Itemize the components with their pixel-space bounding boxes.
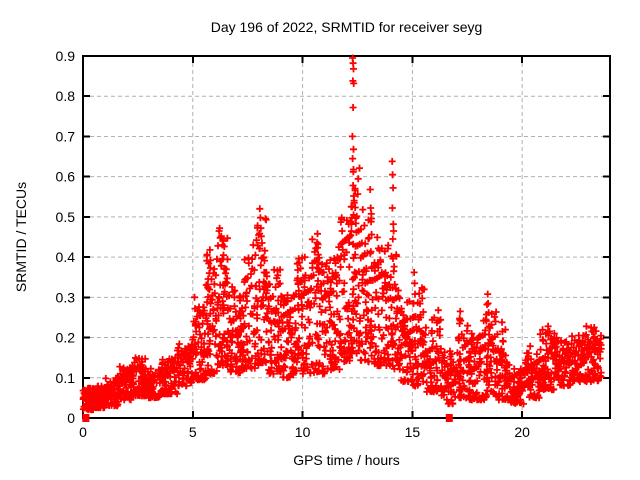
y-axis-title: SRMTID / TECUs	[13, 181, 29, 293]
y-tick-label: 0.7	[56, 128, 76, 144]
x-tick-label: 5	[189, 424, 197, 440]
y-tick-label: 0.4	[56, 249, 76, 265]
y-tick-label: 0	[67, 410, 75, 426]
zero-value-marker	[445, 414, 453, 422]
x-tick-label: 15	[405, 424, 421, 440]
y-tick-label: 0.2	[56, 330, 76, 346]
zero-value-marker	[82, 414, 90, 422]
y-tick-label: 0.1	[56, 370, 76, 386]
y-tick-label: 0.8	[56, 88, 76, 104]
plot-border	[82, 55, 611, 419]
y-tick-label: 0.3	[56, 289, 76, 305]
y-tick-label: 0.5	[56, 209, 76, 225]
x-axis-title: GPS time / hours	[293, 452, 400, 468]
x-tick-label: 10	[295, 424, 311, 440]
x-tick-label: 0	[79, 424, 87, 440]
y-tick-label: 0.6	[56, 169, 76, 185]
chart-title: Day 196 of 2022, SRMTID for receiver sey…	[210, 19, 483, 35]
data-points	[79, 54, 605, 414]
x-tick-label: 20	[514, 424, 530, 440]
y-tick-label: 0.9	[56, 48, 76, 64]
